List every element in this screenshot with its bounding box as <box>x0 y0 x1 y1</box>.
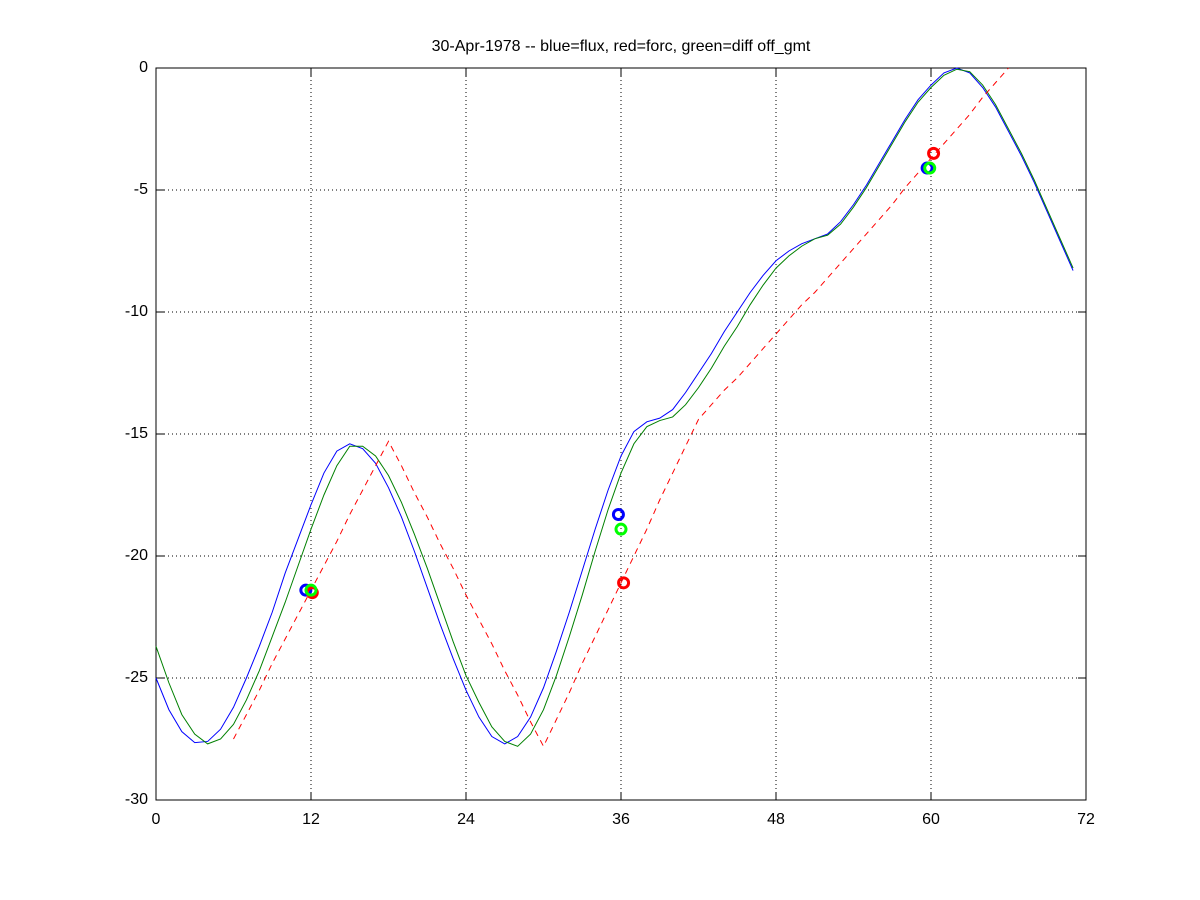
x-tick-label: 12 <box>302 811 320 828</box>
series-line <box>155 67 1074 745</box>
x-tick-label: 24 <box>457 811 475 828</box>
x-tick-label: 0 <box>152 811 161 828</box>
y-tick-label: -5 <box>134 181 148 198</box>
series-line <box>233 67 1009 748</box>
plot-frame <box>155 67 1087 801</box>
y-tick-label: 0 <box>139 59 148 76</box>
y-tick-label: -10 <box>125 303 148 320</box>
y-tick-label: -25 <box>125 669 148 686</box>
x-tick-label: 60 <box>922 811 940 828</box>
x-tick-label: 72 <box>1077 811 1095 828</box>
marker <box>617 576 631 590</box>
y-tick-label: -20 <box>125 547 148 564</box>
marker <box>299 583 313 597</box>
chart-title: 30-Apr-1978 -- blue=flux, red=forc, gree… <box>432 38 811 55</box>
marker <box>611 508 625 522</box>
marker <box>304 583 318 597</box>
marker <box>927 146 941 160</box>
marker <box>923 161 937 175</box>
x-tick-label: 48 <box>767 811 785 828</box>
marker <box>614 522 628 536</box>
x-tick-label: 36 <box>612 811 630 828</box>
series-line <box>155 68 1074 747</box>
y-tick-label: -30 <box>125 791 148 808</box>
y-tick-label: -15 <box>125 425 148 442</box>
